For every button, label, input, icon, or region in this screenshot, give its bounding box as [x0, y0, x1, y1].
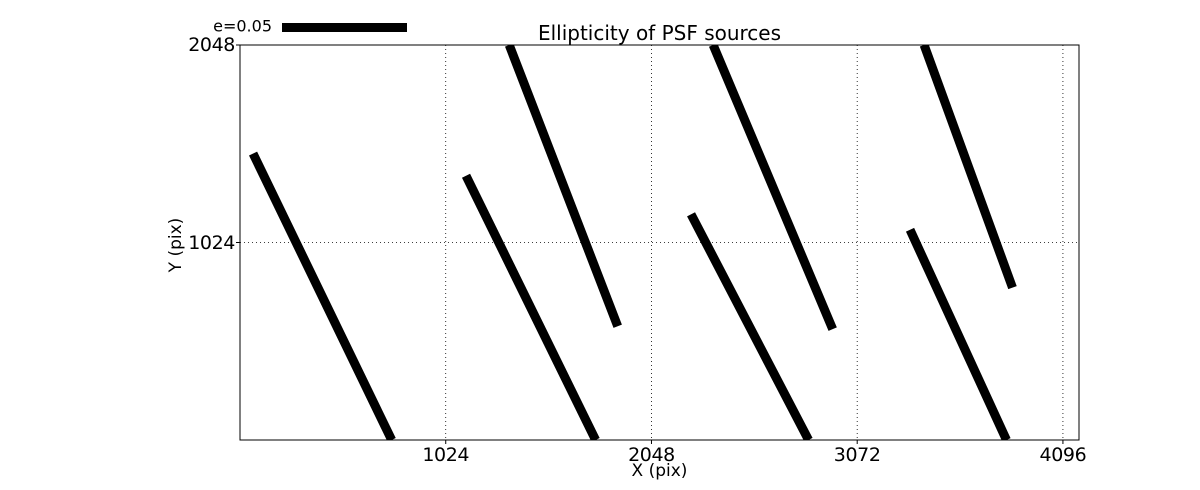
ellipticity-whisker	[505, 45, 622, 328]
x-tick-label: 4096	[1039, 444, 1087, 466]
whisker-group	[249, 45, 1017, 440]
legend: e=0.05	[0, 0, 1200, 40]
ellipticity-whisker	[461, 173, 600, 440]
legend-ellipticity-bar	[282, 23, 408, 32]
y-axis-label: Y (pix)	[166, 217, 186, 273]
ellipticity-whisker	[249, 151, 396, 440]
ellipticity-whisker	[919, 45, 1017, 290]
ellipticity-whisker	[708, 45, 837, 331]
x-axis-label: X (pix)	[631, 461, 688, 481]
x-tick-label: 3072	[833, 444, 881, 466]
y-tick-label: 1024	[188, 231, 235, 254]
ellipticity-whisker	[687, 212, 813, 440]
x-tick-label: 1024	[422, 444, 470, 466]
y-tick-label: 2048	[188, 34, 235, 56]
x-tick-label: 2048	[628, 444, 675, 466]
ellipticity-whisker	[905, 227, 1011, 440]
legend-scale-label: e=0.05	[213, 16, 272, 36]
chart-title: Ellipticity of PSF sources	[537, 21, 782, 45]
